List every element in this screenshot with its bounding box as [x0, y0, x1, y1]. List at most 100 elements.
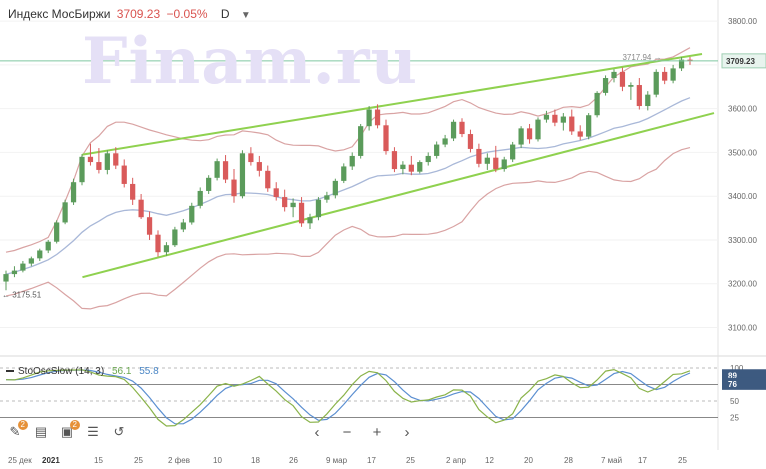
candle-body [332, 180, 338, 196]
candle-body [535, 119, 541, 140]
oscillator-name[interactable]: StoOscSlow (14, 3) [18, 366, 105, 377]
candle-body [155, 234, 161, 253]
stoch-k-line [5, 368, 691, 427]
date-tick-label: 9 мар [326, 456, 348, 465]
zoom-out-icon[interactable]: − [342, 423, 352, 441]
last-price-tag [721, 53, 766, 69]
candle-body [662, 71, 668, 81]
candle-body [20, 263, 26, 271]
drawing-toolbar: ✎ 2 ▤ ▣ 2 ☰ ↺ [6, 420, 128, 441]
candle-body [383, 125, 389, 152]
price-change: −0.05% [166, 7, 208, 21]
candle-body [493, 157, 499, 170]
candle-body [442, 138, 448, 145]
candle-body [256, 162, 262, 171]
candle-body [298, 202, 305, 224]
candle-body [324, 195, 330, 200]
price-tick-label: 3300.00 [728, 236, 757, 245]
candle-body [400, 164, 406, 170]
date-tick-label: 2 апр [446, 456, 466, 465]
candle-body [560, 116, 566, 123]
indicators-icon[interactable]: ▣ 2 [58, 420, 80, 441]
candle-body [45, 241, 51, 251]
candle-body [37, 250, 43, 259]
candle-body [611, 71, 617, 79]
candle-body [645, 94, 651, 107]
timeframe-selector[interactable]: D [220, 7, 230, 21]
instrument-name[interactable]: Индекс МосБиржи [8, 7, 111, 21]
instrument-header[interactable]: Индекс МосБиржи 3709.23 −0.05% D ▼ [8, 7, 251, 21]
candle-body [586, 115, 592, 137]
scroll-left-icon[interactable]: ‹ [314, 423, 320, 441]
candle-body [138, 199, 144, 218]
candle-body [543, 114, 550, 120]
low-marker-label: ← 3175.51 [2, 290, 42, 299]
candle-body [307, 217, 313, 224]
osc-tick-label: 100 [730, 364, 744, 373]
settings-sliders-icon[interactable]: ☰ [87, 424, 99, 439]
candle-body [450, 121, 457, 139]
candle-body [54, 222, 60, 242]
candle-body [231, 179, 237, 197]
undo-icon[interactable]: ↺ [113, 424, 125, 439]
candle-body [678, 59, 685, 69]
candle-body [476, 148, 482, 164]
date-tick-label: 2 фев [168, 456, 190, 465]
candle-body [425, 155, 431, 163]
candle-body [484, 157, 490, 164]
candle-body [315, 199, 322, 218]
candle-body [687, 59, 693, 61]
candle-body [602, 78, 609, 93]
candle-body [526, 128, 533, 140]
date-tick-label: 28 [564, 456, 573, 465]
candle-body [79, 156, 85, 183]
last-price: 3709.23 [116, 7, 161, 21]
chevron-down-icon[interactable]: ▼ [240, 10, 251, 21]
trash-icon[interactable]: ▤ [34, 424, 48, 439]
candle-body [434, 144, 440, 156]
date-tick-label: 20 [524, 456, 533, 465]
candle-body [172, 229, 178, 246]
candle-body [341, 166, 347, 181]
date-tick-label: 12 [485, 456, 494, 465]
date-tick-label: 25 [678, 456, 687, 465]
collapse-icon[interactable] [6, 370, 14, 373]
oscillator-header: StoOscSlow (14, 3) 56.1 55.8 [6, 366, 159, 377]
candle-body [501, 159, 507, 170]
candle-body [282, 197, 288, 208]
candle-body [239, 153, 246, 197]
candle-body [408, 164, 414, 172]
date-tick-label: 25 дек [8, 456, 32, 465]
candle-body [96, 162, 102, 170]
candle-body [619, 71, 626, 87]
pencil-icon[interactable]: ✎ 2 [6, 420, 28, 441]
candle-body [628, 85, 634, 87]
candle-body [130, 183, 136, 200]
price-tick-label: 3400.00 [728, 192, 757, 201]
osc-d-axis-label: 76 [728, 380, 737, 389]
zoom-in-icon[interactable]: + [372, 423, 382, 441]
candle-body [248, 153, 254, 163]
date-tick-label: 25 [134, 456, 143, 465]
candle-body [569, 116, 575, 132]
indicators-count-badge: 2 [69, 420, 80, 430]
candle-body [391, 151, 398, 170]
high-marker-label: 3717.94 → [622, 53, 661, 62]
candle-body [87, 156, 94, 163]
candle-body [222, 161, 229, 180]
candle-body [349, 155, 355, 167]
date-tick-label: 2021 [42, 456, 60, 465]
candle-body [459, 121, 465, 135]
candle-body [70, 182, 77, 203]
osc-k-axis-label: 89 [728, 371, 737, 380]
scroll-right-icon[interactable]: › [404, 423, 410, 441]
bollinger-upper-line [5, 47, 691, 253]
candle-body [3, 274, 9, 282]
chart-navigation: ‹ − + › [308, 423, 416, 441]
channel-lower-line [82, 112, 715, 279]
moving-average-line [5, 97, 691, 275]
date-tick-label: 18 [251, 456, 260, 465]
date-tick-label: 15 [94, 456, 103, 465]
price-tick-label: 3200.00 [728, 280, 757, 289]
